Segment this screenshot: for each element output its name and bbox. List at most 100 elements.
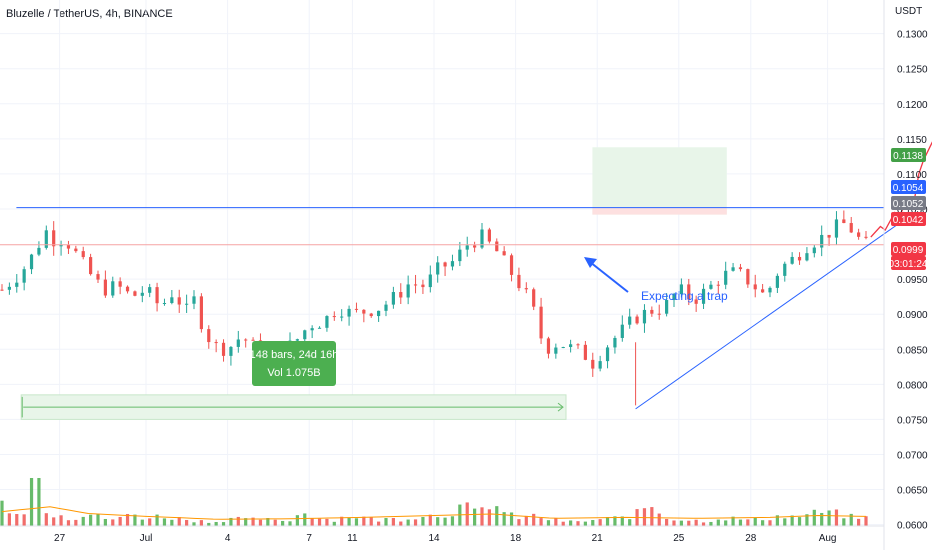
volume-bar: [192, 522, 196, 526]
candle-body: [185, 303, 189, 305]
volume-bar: [266, 518, 270, 526]
volume-bar: [738, 519, 743, 526]
volume-bar: [834, 509, 839, 526]
candle-body: [118, 281, 122, 287]
candle-body: [199, 296, 203, 330]
candle-body: [532, 289, 536, 307]
volume-bar: [52, 517, 56, 526]
candle-body: [377, 310, 381, 317]
volume-bar: [89, 514, 93, 526]
volume-bar: [524, 515, 528, 526]
candle-body: [413, 284, 418, 286]
candle-body: [0, 289, 4, 291]
candle-body: [495, 241, 499, 252]
volume-bar: [561, 521, 565, 526]
date-range-arrowhead: [557, 402, 564, 412]
y-tick-label: 0.0950: [897, 275, 928, 286]
volume-bar: [391, 518, 395, 526]
price-tag: 0.1052: [891, 196, 926, 210]
candle-body: [775, 275, 779, 288]
volume-bar: [613, 516, 617, 526]
volume-bar: [22, 514, 26, 526]
candle-body: [812, 247, 816, 254]
candle-body: [303, 330, 307, 340]
candle-body: [746, 269, 750, 285]
volume-bar: [133, 514, 137, 526]
candle-body: [236, 339, 240, 347]
volume-bar: [59, 515, 63, 526]
candle-body: [679, 284, 683, 295]
candle-body: [450, 261, 455, 267]
y-tick-label: 0.1150: [897, 135, 927, 146]
price-tag-text: 0.1052: [893, 199, 924, 210]
long-stop-zone: [592, 207, 727, 215]
volume-bar: [473, 508, 477, 526]
candle-body: [214, 342, 218, 344]
volume-bar: [443, 517, 447, 526]
candle-body: [436, 262, 440, 275]
volume-bar: [864, 516, 868, 526]
candle-body: [605, 347, 610, 362]
volume-bar: [650, 507, 654, 526]
y-tick-label: 0.0900: [897, 310, 928, 321]
candle-body: [96, 274, 100, 280]
x-tick-label: Jul: [140, 533, 153, 544]
candle-body: [598, 361, 602, 369]
price-tag-text: 0.1138: [893, 151, 923, 162]
candle-body: [384, 304, 388, 311]
price-tag-bg: [891, 242, 926, 256]
volume-bar: [148, 518, 152, 526]
volume-bar: [605, 516, 610, 526]
countdown-tag: 03:01:24: [889, 256, 928, 270]
candle-body: [724, 270, 728, 285]
volume-bar: [502, 512, 506, 526]
candle-body: [15, 282, 19, 287]
price-tag-bg: [891, 212, 926, 226]
candle-body: [716, 284, 720, 286]
y-tick-label: 0.1300: [897, 30, 928, 41]
candle-body: [244, 339, 248, 341]
volume-bar: [450, 516, 455, 526]
volume-bar: [657, 513, 661, 526]
candle-body: [29, 254, 34, 270]
volume-bar: [125, 513, 130, 526]
volume-bar: [325, 518, 329, 526]
x-tick-label: 18: [510, 533, 522, 544]
annotation-text: Expecting a trap: [641, 289, 728, 303]
candle-body: [148, 287, 152, 293]
candle-body: [421, 284, 425, 288]
long-target-zone: [592, 147, 727, 215]
price-tag-text: 0.1054: [893, 183, 924, 194]
candle-body: [524, 288, 528, 290]
y-tick-label: 0.1100: [897, 170, 927, 181]
candle-body: [738, 267, 743, 270]
candle-body: [473, 245, 477, 248]
candle-body: [591, 359, 595, 369]
chart-title: Bluzelle / TetherUS, 4h, BINANCE: [6, 8, 173, 20]
candle-body: [325, 316, 329, 328]
volume-bar: [554, 518, 558, 526]
volume-bar: [413, 519, 418, 526]
currency-label: USDT: [895, 6, 922, 17]
candle-body: [487, 229, 491, 242]
candle-body: [657, 313, 661, 315]
candle-body: [849, 223, 853, 233]
candle-body: [864, 236, 868, 238]
candle-body: [310, 328, 314, 331]
candle-body: [827, 234, 831, 238]
price-tag: 0.1138: [891, 148, 926, 162]
candle-body: [642, 309, 647, 324]
candle-body: [561, 347, 565, 349]
candle-body: [103, 279, 107, 296]
candle-body: [834, 219, 839, 238]
volume-bar: [377, 521, 381, 526]
drawing-zones: [20, 147, 727, 420]
candle-body: [7, 286, 11, 290]
volume-bar: [406, 519, 410, 526]
volume-bar: [177, 517, 181, 526]
volume-bar: [761, 520, 765, 526]
price-tag-bg: [891, 148, 926, 162]
volume-bar: [701, 522, 706, 526]
